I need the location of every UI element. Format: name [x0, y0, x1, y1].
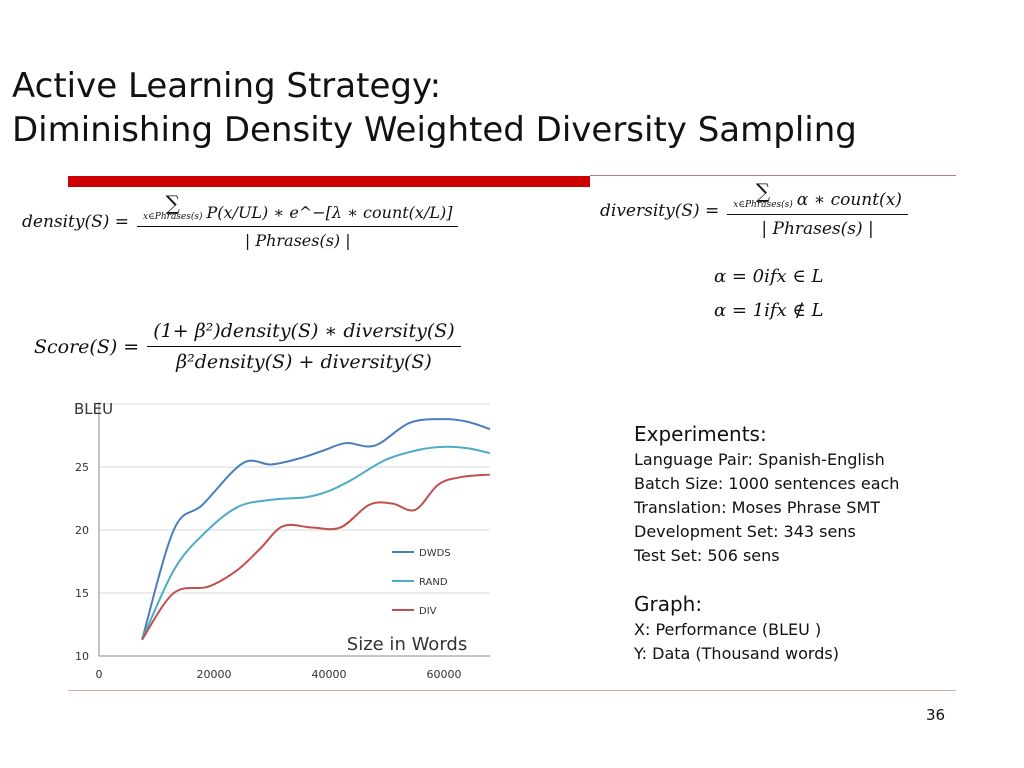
experiments-panel: Experiments: Language Pair: Spanish-Engl…	[634, 420, 899, 666]
y-axis-label: BLEU	[74, 400, 113, 418]
chart-canvas: 10 15 20 25 0 20000 40000 60000 BLEU Size in Word…	[74, 400, 491, 681]
diversity-formula: diversity(S) = ∑ x∈Phrases(s) α ∗ count(…	[600, 179, 908, 239]
experiments-heading: Experiments:	[634, 422, 767, 446]
density-fraction: ∑ x∈Phrases(s) P(x/UL) ∗ e^−[λ ∗ count(x…	[137, 191, 459, 250]
experiments-line: Batch Size: 1000 sentences each	[634, 474, 900, 493]
density-numerator: P(x/UL) ∗ e^−[λ ∗ count(x/L)]	[206, 203, 453, 222]
diversity-lhs: diversity(S) =	[600, 200, 720, 221]
graph-line: Y: Data (Thousand words)	[634, 644, 839, 663]
title-underline-red	[68, 176, 590, 187]
score-lhs: Score(S) =	[34, 335, 140, 358]
series-line-div	[141, 473, 491, 641]
slide-title: Active Learning Strategy: Diminishing De…	[12, 64, 857, 152]
score-formula: Score(S) = (1+ β²)density(S) ∗ diversity…	[34, 320, 461, 373]
footer-divider	[68, 690, 956, 691]
density-sum: ∑ x∈Phrases(s)	[143, 191, 203, 222]
density-lhs: density(S) =	[22, 212, 130, 232]
sum-symbol: ∑	[165, 191, 180, 215]
diversity-sum: ∑ x∈Phrases(s)	[733, 179, 793, 210]
score-denominator: β²density(S) + diversity(S)	[147, 346, 461, 373]
experiments-line: Test Set: 506 sens	[634, 546, 780, 565]
y-tick-label: 25	[75, 461, 89, 474]
graph-heading: Graph:	[634, 592, 703, 616]
score-numerator: (1+ β²)density(S) ∗ diversity(S)	[153, 320, 455, 342]
alpha-condition-2: α = 1ifx ∉ L	[714, 300, 824, 321]
x-axis-label: Size in Words	[347, 634, 467, 655]
x-tick-label: 20000	[197, 668, 232, 681]
graph-line: X: Performance (BLEU )	[634, 620, 822, 639]
sum-subscript: x∈Phrases(s)	[143, 212, 203, 222]
diversity-denominator: | Phrases(s) |	[727, 214, 908, 239]
slide-title-line-2: Diminishing Density Weighted Diversity S…	[12, 110, 857, 150]
diversity-fraction: ∑ x∈Phrases(s) α ∗ count(x) | Phrases(s)…	[727, 179, 908, 239]
title-underline-gray	[590, 175, 956, 176]
density-formula: density(S) = ∑ x∈Phrases(s) P(x/UL) ∗ e^…	[22, 191, 459, 250]
slide-title-line-1: Active Learning Strategy:	[12, 66, 442, 106]
bleu-line-chart: 10 15 20 25 0 20000 40000 60000 BLEU Size in Word…	[62, 392, 500, 688]
sum-subscript: x∈Phrases(s)	[733, 200, 793, 210]
experiments-line: Language Pair: Spanish-English	[634, 450, 885, 469]
experiments-line: Translation: Moses Phrase SMT	[634, 498, 881, 517]
density-denominator: | Phrases(s) |	[137, 226, 459, 250]
x-tick-label: 60000	[427, 668, 462, 681]
series-line-rand	[141, 445, 491, 641]
diversity-numerator: α ∗ count(x)	[796, 190, 902, 210]
alpha-condition-1: α = 0ifx ∈ L	[714, 266, 824, 287]
x-tick-label: 0	[96, 668, 103, 681]
x-tick-label: 40000	[312, 668, 347, 681]
experiments-line: Development Set: 343 sens	[634, 522, 856, 541]
legend-label-dwds: DWDS	[419, 548, 451, 559]
y-tick-label: 10	[75, 650, 89, 663]
legend-label-rand: RAND	[419, 577, 448, 588]
y-tick-label: 15	[75, 587, 89, 600]
y-tick-label: 20	[75, 524, 89, 537]
sum-symbol: ∑	[755, 179, 771, 203]
series-line-dwds	[141, 418, 491, 640]
page-number: 36	[926, 706, 946, 724]
score-fraction: (1+ β²)density(S) ∗ diversity(S) β²densi…	[147, 320, 461, 373]
legend-label-div: DIV	[419, 606, 437, 617]
